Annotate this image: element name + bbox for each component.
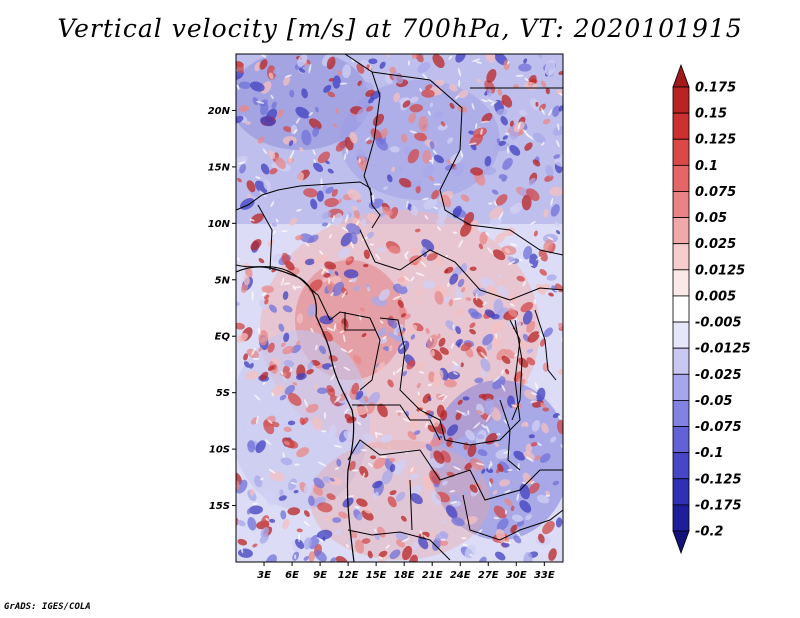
colorbar-level-label: 0.05 xyxy=(695,211,727,226)
lat-tick-label: 10S xyxy=(209,445,230,456)
lat-tick-label: 15N xyxy=(208,162,231,173)
colorbar-level-label: 0.125 xyxy=(695,133,736,148)
colorbar-swatch xyxy=(672,478,690,506)
colorbar-swatch xyxy=(672,347,690,375)
latitude-axis: 20N 15N 10N 5N EQ 5S 10S 15S xyxy=(208,106,236,512)
lon-tick-label: 21E xyxy=(422,570,443,581)
colorbar-swatch xyxy=(672,504,690,532)
colorbar-swatch xyxy=(672,138,690,166)
colorbar-level-label: 0.075 xyxy=(695,185,736,200)
colorbar-swatch xyxy=(672,112,690,140)
lon-tick-label: 9E xyxy=(313,570,327,581)
colorbar-swatch xyxy=(672,400,690,427)
colorbar-level-label: 0.15 xyxy=(695,107,727,122)
colorbar-level-label: -0.125 xyxy=(695,472,742,487)
colorbar-level-label: 0.0125 xyxy=(695,263,745,278)
colorbar-level-label: -0.075 xyxy=(695,420,742,435)
lat-tick-label: 5N xyxy=(215,275,231,286)
colorbar-level-label: -0.1 xyxy=(695,446,723,461)
lon-tick-label: 24E xyxy=(450,570,471,581)
colorbar-swatch xyxy=(672,164,690,192)
colorbar-swatch xyxy=(672,191,690,218)
lon-tick-label: 33E xyxy=(534,570,555,581)
velocity-field xyxy=(236,54,563,562)
colorbar-level-label: 0.1 xyxy=(695,159,718,174)
colorbar-level-label: 0.025 xyxy=(695,237,736,252)
lat-tick-label: 10N xyxy=(208,219,231,230)
colorbar-level-label: -0.025 xyxy=(695,368,742,383)
lon-tick-label: 27E xyxy=(478,570,499,581)
chart-title: Vertical velocity [m/s] at 700hPa, VT: 2… xyxy=(57,14,743,43)
colorbar-level-label: -0.175 xyxy=(695,498,742,513)
lon-tick-label: 6E xyxy=(285,570,299,581)
lon-tick-label: 18E xyxy=(394,570,415,581)
lon-tick-label: 3E xyxy=(257,570,271,581)
colorbar-swatch xyxy=(672,321,690,349)
colorbar-swatch xyxy=(672,295,690,323)
colorbar-swatch xyxy=(672,426,690,454)
lat-tick-label: EQ xyxy=(215,332,231,343)
lon-tick-label: 12E xyxy=(338,570,359,581)
lat-tick-label: 20N xyxy=(208,106,231,117)
colorbar-swatch xyxy=(672,269,690,297)
colorbar: 0.175 0.15 0.125 0.1 0.075 0.05 0.025 0.0125 0.0… xyxy=(672,63,751,555)
country-borders xyxy=(236,54,563,561)
colorbar-swatch xyxy=(672,86,690,114)
colorbar-level-label: -0.2 xyxy=(695,525,723,540)
colorbar-level-label: 0.175 xyxy=(695,81,736,96)
colorbar-swatch xyxy=(672,63,690,88)
colorbar-level-label: -0.05 xyxy=(695,394,732,409)
lon-tick-label: 30E xyxy=(506,570,527,581)
colorbar-swatch xyxy=(672,217,690,245)
map-frame xyxy=(235,53,564,563)
longitude-axis: 3E 6E 9E 12E 15E 18E 21E 24E 27E 30E 33E xyxy=(257,562,555,581)
colorbar-level-label: -0.005 xyxy=(695,316,742,331)
colorbar-swatch xyxy=(672,452,690,480)
colorbar-swatch xyxy=(672,373,690,401)
lat-tick-label: 15S xyxy=(209,501,230,512)
colorbar-level-label: -0.0125 xyxy=(695,342,751,357)
colorbar-swatch xyxy=(672,530,690,555)
coastline xyxy=(236,266,355,562)
lon-tick-label: 15E xyxy=(366,570,387,581)
colorbar-level-label: 0.005 xyxy=(695,289,736,304)
lat-tick-label: 5S xyxy=(216,388,230,399)
colorbar-swatch xyxy=(672,243,690,271)
grads-credit: GrADS: IGES/COLA xyxy=(4,602,91,612)
